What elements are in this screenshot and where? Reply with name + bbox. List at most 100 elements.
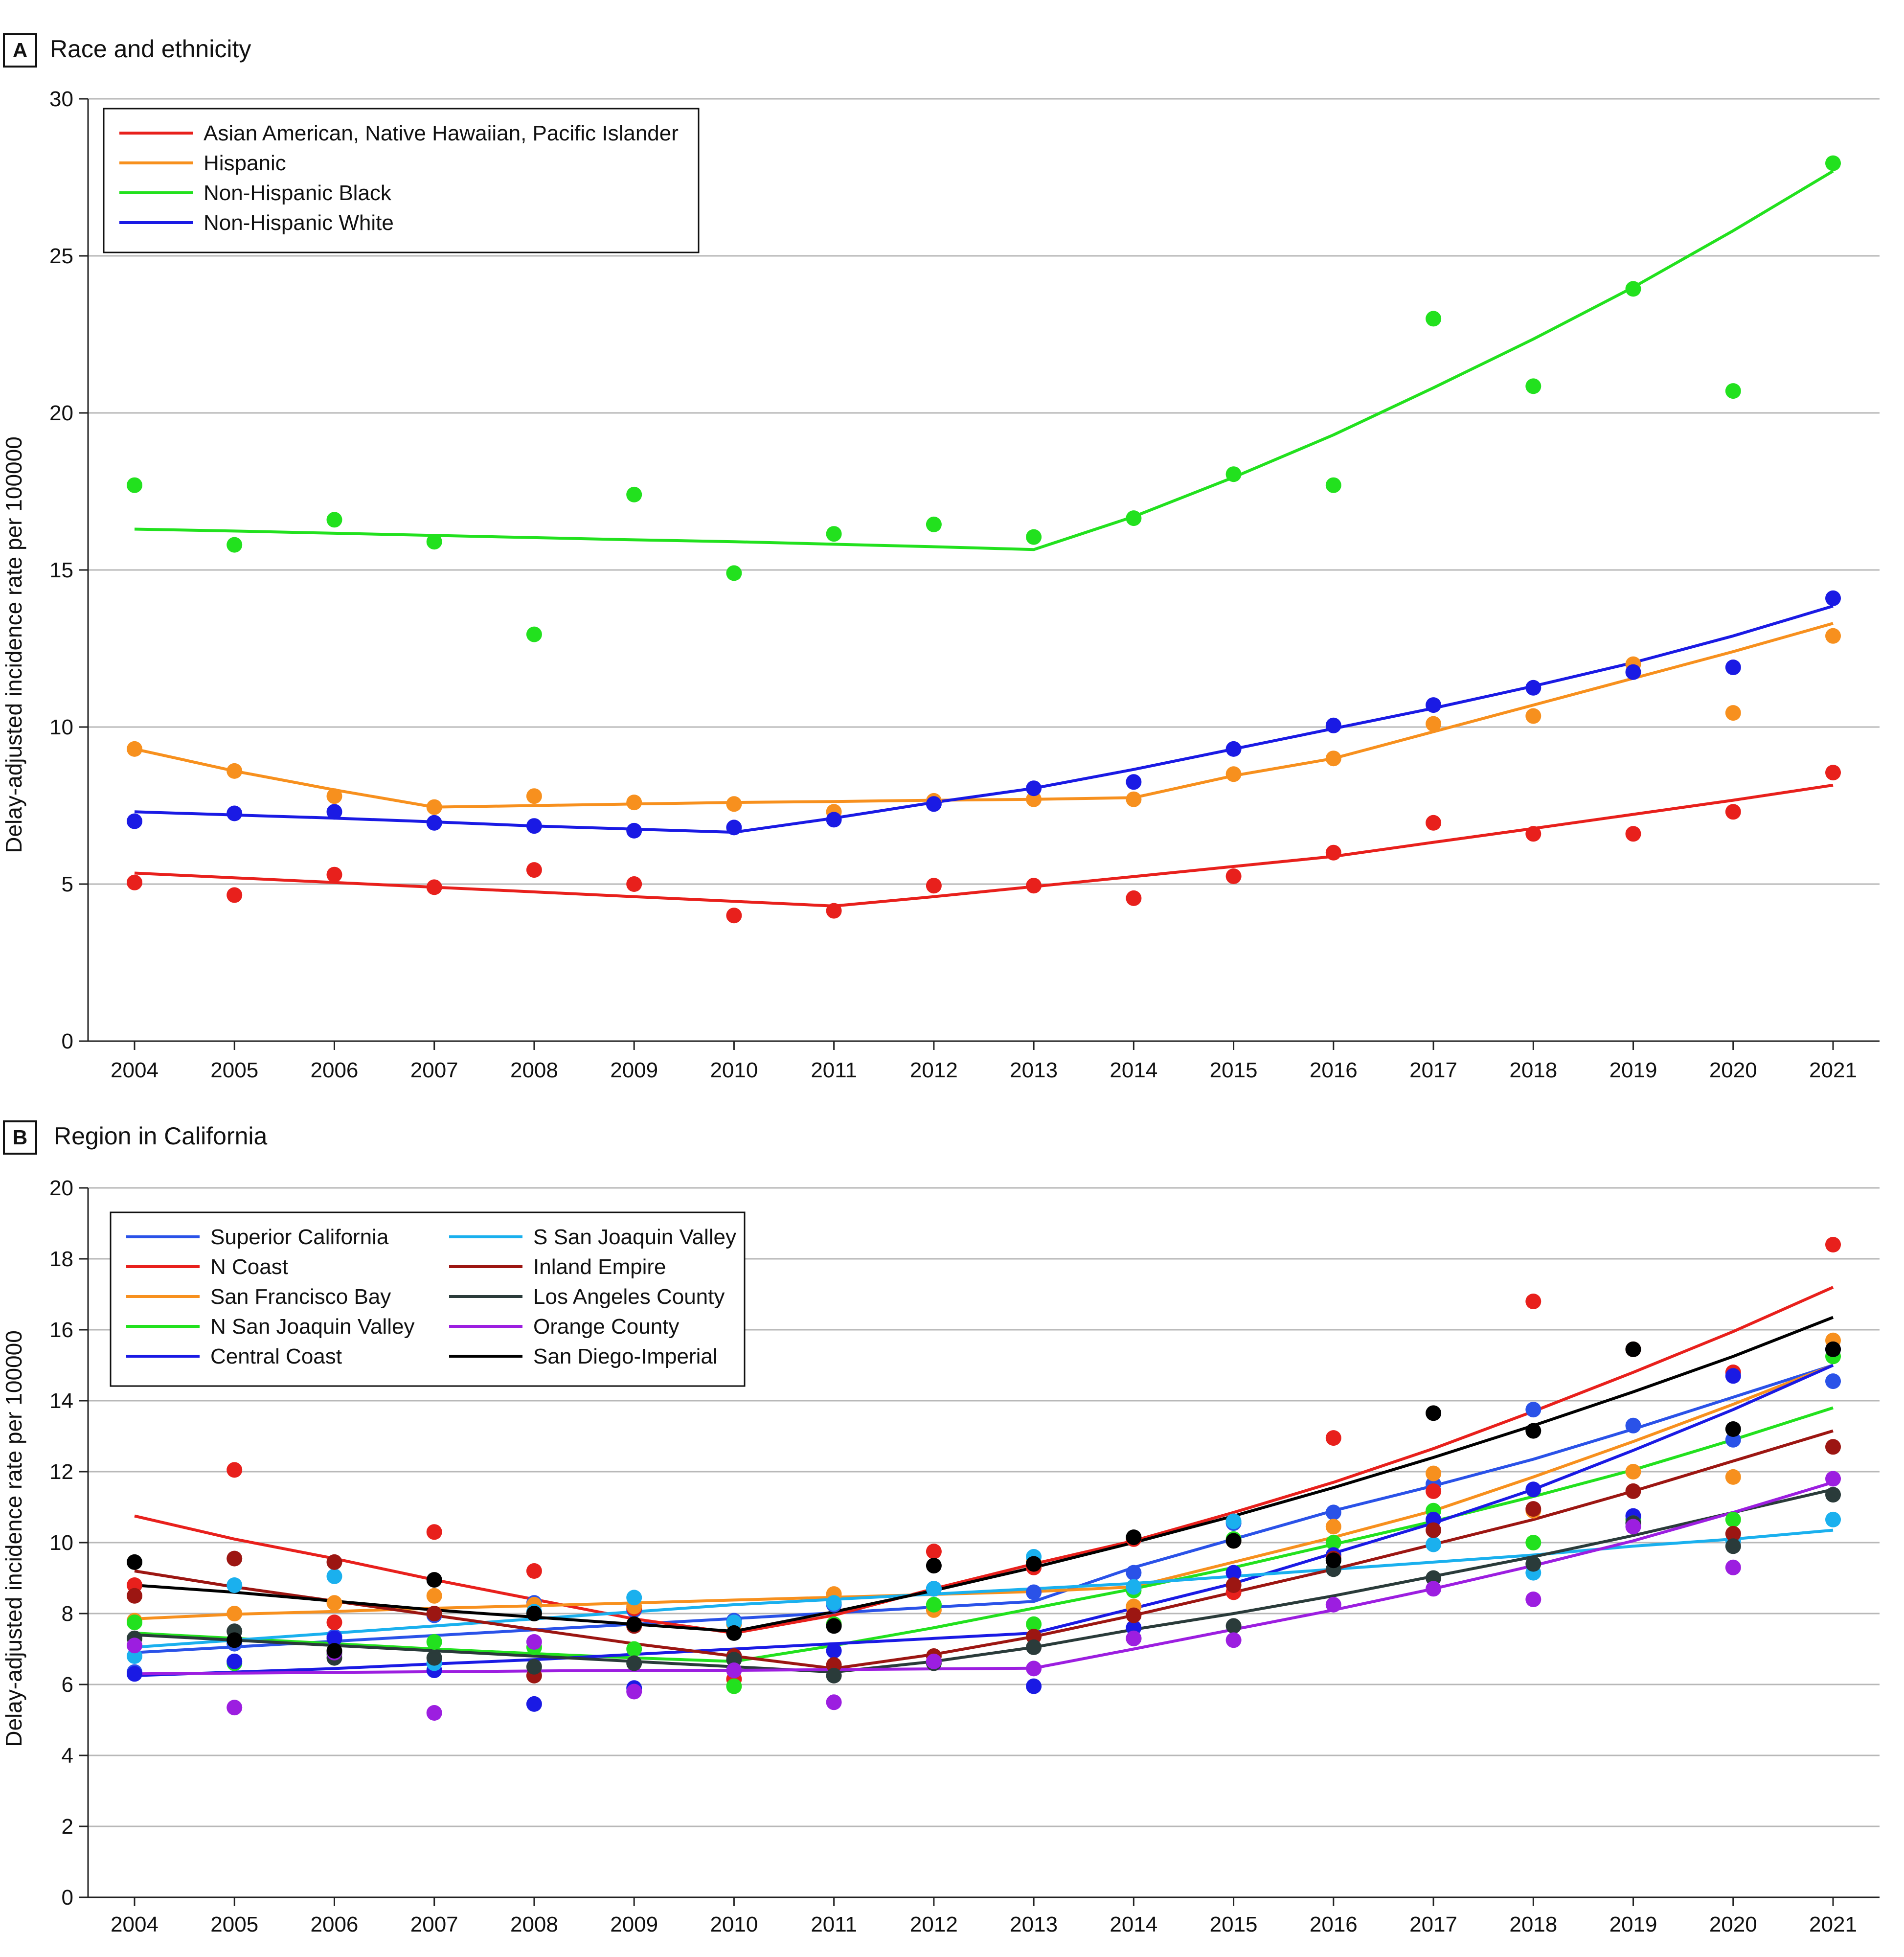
panel-b-axes: [79, 1187, 1880, 1906]
trend-line-n-san-joaquin-valley: [134, 1406, 1834, 1663]
x-tick-label-2005: 2005: [210, 1058, 258, 1082]
point-los-angeles-county-2008: [526, 1659, 542, 1675]
legend-label-inland-empire: Inland Empire: [533, 1255, 666, 1279]
point-san-diego-imperial-2006: [326, 1643, 342, 1659]
point-n-coast-2012: [926, 1544, 942, 1560]
x-tick-label-2018: 2018: [1509, 1058, 1557, 1082]
point-san-diego-imperial-2012: [926, 1558, 942, 1574]
point-non-hispanic-black-2004: [127, 477, 142, 493]
point-san-diego-imperial-2017: [1426, 1405, 1442, 1421]
point-non-hispanic-black-2007: [426, 534, 442, 550]
point-hispanic-2013: [1026, 791, 1042, 807]
point-los-angeles-county-2007: [426, 1650, 442, 1666]
x-tick-label-2019: 2019: [1609, 1912, 1657, 1936]
point-s-san-joaquin-valley-2021: [1825, 1511, 1841, 1527]
legend-item-n-coast: N Coast: [126, 1255, 288, 1279]
point-non-hispanic-black-2009: [626, 486, 642, 502]
x-tick-label-2016: 2016: [1310, 1058, 1358, 1082]
point-san-diego-imperial-2014: [1126, 1529, 1142, 1546]
point-s-san-joaquin-valley-2011: [826, 1595, 842, 1611]
point-hispanic-2020: [1725, 705, 1741, 721]
point-san-francisco-bay-2020: [1725, 1469, 1741, 1485]
panel-a-letter-box: [3, 33, 37, 68]
points-non-hispanic-white: [127, 590, 1841, 839]
point-hispanic-2016: [1325, 751, 1341, 767]
point-central-coast-2011: [826, 1643, 842, 1659]
point-n-san-joaquin-valley-2007: [426, 1634, 442, 1650]
panel-b-letter: B: [13, 1126, 27, 1149]
point-inland-empire-2018: [1525, 1501, 1541, 1517]
point-hispanic-2009: [626, 795, 642, 811]
point-central-coast-2020: [1725, 1368, 1741, 1384]
point-asian-american-native-hawaiian-pacific-islander-2009: [626, 876, 642, 892]
points-non-hispanic-black: [127, 155, 1841, 642]
x-tick-label-2009: 2009: [610, 1912, 658, 1936]
y-tick-label-15: 15: [49, 558, 73, 582]
series-orange-county: [134, 1480, 1834, 1676]
point-central-coast-2006: [326, 1630, 342, 1646]
x-tick-label-2015: 2015: [1210, 1912, 1258, 1936]
point-san-diego-imperial-2019: [1625, 1341, 1641, 1357]
panel-a-x-ticks: 2004 2005 2006 2007 2008 2009 2010 2011 2012 2013…: [111, 1058, 1857, 1082]
y-tick-label-0: 0: [62, 1886, 73, 1910]
trend-line-orange-county: [134, 1480, 1834, 1676]
x-tick-label-2008: 2008: [510, 1058, 558, 1082]
point-non-hispanic-white-2017: [1426, 697, 1442, 713]
point-san-diego-imperial-2008: [526, 1606, 542, 1621]
point-los-angeles-county-2018: [1525, 1556, 1541, 1572]
point-san-diego-imperial-2020: [1725, 1421, 1741, 1437]
points-san-diego-imperial: [127, 1341, 1841, 1659]
point-hispanic-2021: [1825, 628, 1841, 644]
point-inland-empire-2007: [426, 1606, 442, 1621]
point-hispanic-2005: [227, 763, 243, 779]
x-tick-label-2018: 2018: [1509, 1912, 1557, 1936]
y-tick-label-2: 2: [62, 1815, 73, 1839]
point-san-francisco-bay-2005: [227, 1606, 243, 1621]
legend-label-s-san-joaquin-valley: S San Joaquin Valley: [533, 1225, 736, 1249]
point-superior-california-2014: [1126, 1565, 1142, 1581]
point-central-coast-2013: [1026, 1678, 1042, 1694]
point-s-san-joaquin-valley-2005: [227, 1577, 243, 1593]
x-tick-label-2017: 2017: [1409, 1058, 1457, 1082]
point-san-diego-imperial-2021: [1825, 1341, 1841, 1357]
panel-b-title: Region in California: [54, 1122, 268, 1150]
point-n-san-joaquin-valley-2009: [626, 1641, 642, 1657]
point-n-san-joaquin-valley-2004: [127, 1615, 142, 1631]
legend-item-non-hispanic-black: Non-Hispanic Black: [119, 181, 392, 205]
legend-label-central-coast: Central Coast: [210, 1344, 342, 1368]
point-n-san-joaquin-valley-2018: [1525, 1535, 1541, 1550]
x-tick-label-2021: 2021: [1809, 1058, 1857, 1082]
legend-item-inland-empire: Inland Empire: [449, 1255, 666, 1279]
trend-line-los-angeles-county: [134, 1488, 1834, 1674]
x-tick-label-2007: 2007: [410, 1058, 458, 1082]
legend-label-asian-american-native-hawaiian-pacific-islander: Asian American, Native Hawaiian, Pacific…: [204, 121, 679, 145]
legend-label-san-francisco-bay: San Francisco Bay: [210, 1285, 391, 1309]
point-n-coast-2016: [1325, 1430, 1341, 1446]
point-n-san-joaquin-valley-2013: [1026, 1616, 1042, 1632]
x-tick-label-2005: 2005: [210, 1912, 258, 1936]
trend-line-asian-american-native-hawaiian-pacific-islander: [134, 783, 1834, 908]
x-tick-label-2006: 2006: [311, 1058, 359, 1082]
panel-a-y-ticks: 0 5 10 15 20 25 30: [49, 87, 73, 1053]
legend-label-superior-california: Superior California: [210, 1225, 389, 1249]
point-los-angeles-county-2013: [1026, 1639, 1042, 1655]
panel-b-region: B Region in California 0 2 4 6 8 10 12 14 16 18 20…: [1, 1120, 1880, 1936]
panel-b-y-ticks: 0 2 4 6 8 10 12 14 16 18 20: [49, 1176, 73, 1910]
legend-label-orange-county: Orange County: [533, 1315, 679, 1339]
point-los-angeles-county-2015: [1225, 1618, 1242, 1634]
trend-line-san-diego-imperial: [134, 1316, 1834, 1633]
point-los-angeles-county-2009: [626, 1655, 642, 1671]
point-non-hispanic-white-2007: [426, 815, 442, 831]
point-asian-american-native-hawaiian-pacific-islander-2005: [227, 887, 243, 903]
x-tick-label-2014: 2014: [1110, 1058, 1157, 1082]
panel-b-y-axis-label: Delay-adjusted incidence rate per 100000: [1, 1330, 26, 1747]
series-n-san-joaquin-valley: [134, 1406, 1834, 1663]
trend-line-central-coast: [134, 1364, 1834, 1677]
legend-item-non-hispanic-white: Non-Hispanic White: [119, 211, 394, 235]
point-hispanic-2017: [1426, 716, 1442, 732]
series-san-diego-imperial: [134, 1316, 1834, 1633]
point-n-coast-2018: [1525, 1294, 1541, 1309]
point-asian-american-native-hawaiian-pacific-islander-2010: [726, 908, 742, 924]
point-superior-california-2018: [1525, 1402, 1541, 1418]
